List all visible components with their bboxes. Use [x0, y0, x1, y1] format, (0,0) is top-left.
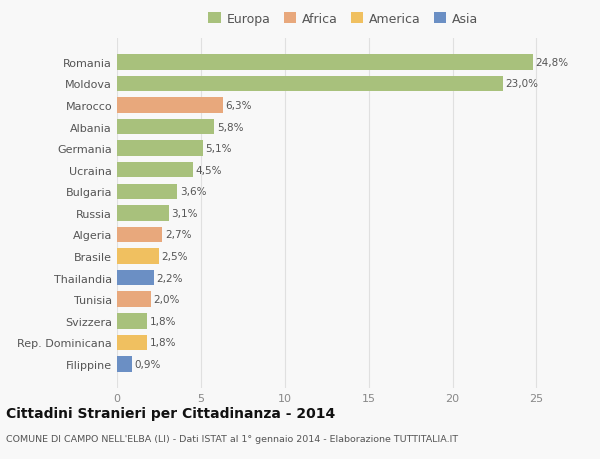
Bar: [117, 357, 132, 372]
Text: 5,8%: 5,8%: [217, 122, 244, 132]
Bar: [117, 162, 193, 178]
Text: 2,5%: 2,5%: [161, 252, 188, 262]
Bar: [117, 206, 169, 221]
Bar: [117, 249, 159, 264]
Text: 2,0%: 2,0%: [153, 295, 179, 305]
Bar: [117, 76, 503, 92]
Text: 0,9%: 0,9%: [134, 359, 161, 369]
Bar: [117, 270, 154, 286]
Bar: [117, 227, 162, 243]
Bar: [117, 292, 151, 308]
Text: 23,0%: 23,0%: [505, 79, 538, 89]
Text: 2,2%: 2,2%: [157, 273, 183, 283]
Text: 3,6%: 3,6%: [180, 187, 206, 197]
Text: 3,1%: 3,1%: [172, 208, 198, 218]
Text: COMUNE DI CAMPO NELL'ELBA (LI) - Dati ISTAT al 1° gennaio 2014 - Elaborazione TU: COMUNE DI CAMPO NELL'ELBA (LI) - Dati IS…: [6, 434, 458, 443]
Text: 24,8%: 24,8%: [536, 58, 569, 67]
Text: 6,3%: 6,3%: [225, 101, 252, 111]
Text: 1,8%: 1,8%: [150, 338, 176, 347]
Bar: [117, 55, 533, 70]
Text: 5,1%: 5,1%: [205, 144, 232, 154]
Bar: [117, 141, 203, 157]
Text: 2,7%: 2,7%: [165, 230, 191, 240]
Bar: [117, 98, 223, 113]
Text: Cittadini Stranieri per Cittadinanza - 2014: Cittadini Stranieri per Cittadinanza - 2…: [6, 406, 335, 420]
Legend: Europa, Africa, America, Asia: Europa, Africa, America, Asia: [205, 9, 482, 29]
Bar: [117, 119, 214, 135]
Text: 1,8%: 1,8%: [150, 316, 176, 326]
Bar: [117, 335, 147, 351]
Text: 4,5%: 4,5%: [195, 165, 221, 175]
Bar: [117, 313, 147, 329]
Bar: [117, 184, 178, 200]
